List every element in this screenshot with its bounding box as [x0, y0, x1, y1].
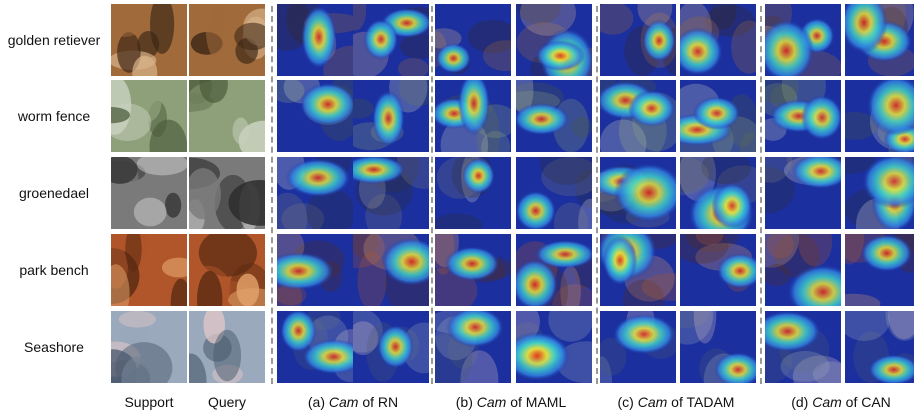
cam-query-heatmap — [353, 157, 429, 229]
support-image — [111, 157, 187, 229]
query-image — [189, 234, 265, 306]
row-label: golden retiever — [7, 32, 101, 48]
cam-support-heatmap — [277, 234, 353, 306]
support-caption: Support — [124, 394, 174, 410]
caption-cam: Cam — [812, 394, 842, 410]
caption-suffix: of CAN — [841, 394, 891, 410]
cam-support-heatmap — [435, 80, 511, 152]
cam-query-heatmap — [845, 311, 914, 383]
cam-support-heatmap — [435, 311, 511, 383]
cam-support-heatmap — [765, 311, 841, 383]
cam-query-heatmap — [353, 4, 429, 76]
row-label: groenedael — [18, 185, 90, 201]
query-image — [189, 157, 265, 229]
caption-prefix: (b) — [455, 394, 477, 410]
cam-query-heatmap — [516, 4, 592, 76]
query-image — [189, 4, 265, 76]
cam-query-heatmap — [680, 311, 756, 383]
cam-query-heatmap — [353, 311, 429, 383]
cam-support-heatmap — [600, 4, 676, 76]
cam-query-heatmap — [516, 234, 592, 306]
row-label: worm fence — [17, 108, 91, 124]
cam-query-heatmap — [353, 234, 429, 306]
caption-suffix: of RN — [358, 394, 399, 410]
group-caption: (c) Cam of TADAM — [600, 394, 752, 410]
group-separator — [431, 6, 433, 384]
cam-query-heatmap — [845, 234, 914, 306]
cam-support-heatmap — [765, 4, 841, 76]
query-caption: Query — [207, 394, 247, 410]
cam-support-heatmap — [277, 311, 353, 383]
cam-query-heatmap — [845, 157, 914, 229]
cam-support-heatmap — [277, 80, 353, 152]
cam-query-heatmap — [680, 80, 756, 152]
caption-suffix: of MAML — [506, 394, 567, 410]
support-image — [111, 80, 187, 152]
cam-support-heatmap — [277, 4, 353, 76]
cam-support-heatmap — [600, 234, 676, 306]
cam-query-heatmap — [680, 234, 756, 306]
group-caption: (d) Cam of CAN — [765, 394, 914, 410]
group-separator — [271, 6, 273, 384]
caption-prefix: (c) — [617, 394, 638, 410]
caption-prefix: (a) — [307, 394, 329, 410]
support-image — [111, 4, 187, 76]
cam-support-heatmap — [435, 4, 511, 76]
support-image — [111, 234, 187, 306]
cam-query-heatmap — [516, 311, 592, 383]
cam-query-heatmap — [516, 80, 592, 152]
cam-support-heatmap — [765, 234, 841, 306]
cam-support-heatmap — [600, 311, 676, 383]
group-separator — [760, 6, 762, 384]
cam-support-heatmap — [435, 157, 511, 229]
cam-query-heatmap — [516, 157, 592, 229]
query-image — [189, 311, 265, 383]
caption-cam: Cam — [637, 394, 668, 410]
cam-query-heatmap — [353, 80, 429, 152]
row-label: park bench — [19, 262, 89, 278]
cam-support-heatmap — [435, 234, 511, 306]
caption-cam: Cam — [328, 394, 359, 410]
cam-support-heatmap — [600, 80, 676, 152]
caption-cam: Cam — [476, 394, 507, 410]
cam-query-heatmap — [680, 157, 756, 229]
cam-query-heatmap — [845, 4, 914, 76]
cam-query-heatmap — [845, 80, 914, 152]
group-separator — [596, 6, 598, 384]
cam-support-heatmap — [277, 157, 353, 229]
row-label: Seashore — [24, 339, 84, 355]
caption-prefix: (d) — [791, 394, 813, 410]
cam-support-heatmap — [600, 157, 676, 229]
group-caption: (b) Cam of MAML — [435, 394, 587, 410]
support-image — [111, 311, 187, 383]
cam-support-heatmap — [765, 157, 841, 229]
cam-query-heatmap — [680, 4, 756, 76]
query-image — [189, 80, 265, 152]
caption-suffix: of TADAM — [667, 394, 735, 410]
group-caption: (a) Cam of RN — [277, 394, 429, 410]
cam-support-heatmap — [765, 80, 841, 152]
